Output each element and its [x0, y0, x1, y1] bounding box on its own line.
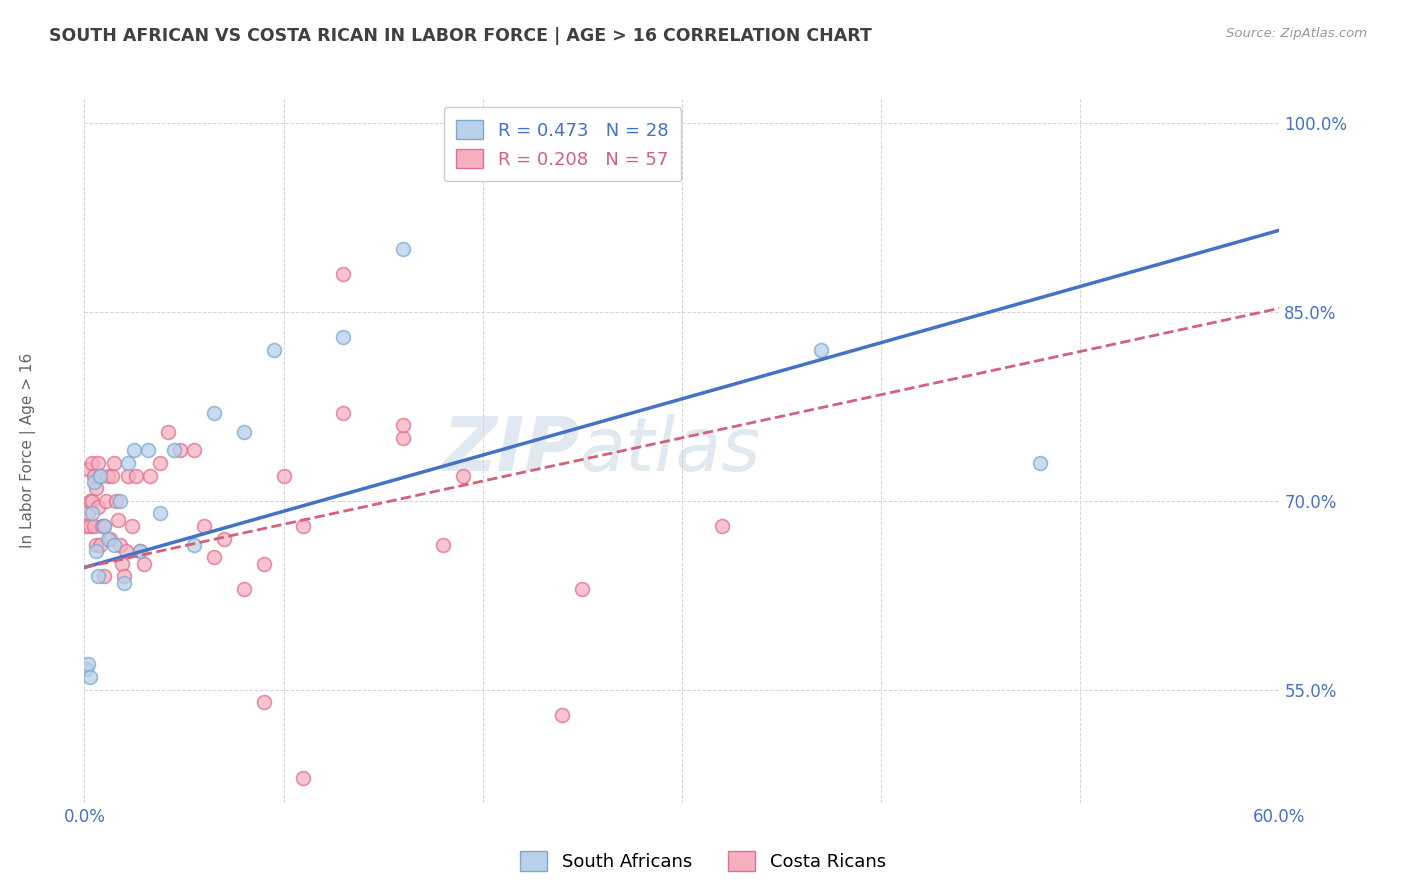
Legend: R = 0.473   N = 28, R = 0.208   N = 57: R = 0.473 N = 28, R = 0.208 N = 57	[444, 107, 681, 181]
Point	[91, 519, 114, 533]
Point	[117, 468, 139, 483]
Point	[89, 468, 111, 483]
Point	[82, 456, 104, 470]
Point	[75, 519, 97, 533]
Point	[101, 468, 124, 483]
Point	[112, 575, 135, 590]
Text: ZIP: ZIP	[443, 414, 581, 487]
Point	[122, 443, 145, 458]
Point	[79, 519, 101, 533]
Point	[87, 569, 110, 583]
Text: SOUTH AFRICAN VS COSTA RICAN IN LABOR FORCE | AGE > 16 CORRELATION CHART: SOUTH AFRICAN VS COSTA RICAN IN LABOR FO…	[49, 27, 872, 45]
Point	[112, 569, 135, 583]
Point	[103, 456, 125, 470]
Point	[83, 468, 105, 483]
Point	[105, 493, 128, 508]
Point	[292, 771, 315, 785]
Point	[551, 707, 574, 722]
Point	[111, 557, 134, 571]
Y-axis label: In Labor Force | Age > 16: In Labor Force | Age > 16	[20, 353, 35, 548]
Point	[432, 538, 454, 552]
Point	[232, 582, 254, 596]
Point	[212, 532, 235, 546]
Point	[98, 532, 121, 546]
Point	[1029, 456, 1052, 470]
Point	[193, 519, 215, 533]
Point	[87, 500, 110, 514]
Point	[332, 268, 354, 282]
Point	[512, 161, 534, 175]
Point	[129, 544, 152, 558]
Point	[392, 431, 415, 445]
Point	[149, 507, 172, 521]
Point	[117, 456, 139, 470]
Point	[132, 557, 156, 571]
Point	[169, 443, 191, 458]
Point	[571, 582, 593, 596]
Point	[232, 425, 254, 439]
Point	[710, 519, 733, 533]
Point	[202, 406, 225, 420]
Point	[107, 513, 129, 527]
Point	[273, 468, 295, 483]
Point	[89, 468, 111, 483]
Point	[77, 507, 100, 521]
Point	[79, 670, 101, 684]
Point	[125, 468, 148, 483]
Point	[392, 418, 415, 433]
Point	[103, 538, 125, 552]
Text: atlas: atlas	[581, 415, 762, 486]
Point	[82, 493, 104, 508]
Point	[292, 519, 315, 533]
Point	[83, 475, 105, 489]
Point	[253, 695, 276, 709]
Point	[86, 481, 108, 495]
Point	[392, 242, 415, 256]
Point	[86, 544, 108, 558]
Legend: South Africans, Costa Ricans: South Africans, Costa Ricans	[513, 844, 893, 879]
Point	[139, 468, 162, 483]
Point	[89, 538, 111, 552]
Point	[163, 443, 186, 458]
Point	[82, 507, 104, 521]
Point	[332, 330, 354, 344]
Point	[83, 519, 105, 533]
Point	[253, 557, 276, 571]
Point	[86, 538, 108, 552]
Point	[97, 468, 120, 483]
Point	[79, 493, 101, 508]
Point	[75, 662, 97, 676]
Point	[332, 406, 354, 420]
Point	[136, 443, 159, 458]
Point	[451, 468, 474, 483]
Text: Source: ZipAtlas.com: Source: ZipAtlas.com	[1226, 27, 1367, 40]
Point	[183, 538, 205, 552]
Point	[110, 493, 132, 508]
Point	[77, 657, 100, 672]
Point	[129, 544, 152, 558]
Point	[77, 462, 100, 476]
Point	[110, 538, 132, 552]
Point	[810, 343, 832, 357]
Point	[97, 532, 120, 546]
Point	[183, 443, 205, 458]
Point	[149, 456, 172, 470]
Point	[93, 519, 115, 533]
Point	[263, 343, 285, 357]
Point	[202, 550, 225, 565]
Point	[121, 519, 143, 533]
Point	[93, 519, 115, 533]
Point	[96, 493, 118, 508]
Point	[157, 425, 180, 439]
Point	[93, 569, 115, 583]
Point	[87, 456, 110, 470]
Point	[115, 544, 138, 558]
